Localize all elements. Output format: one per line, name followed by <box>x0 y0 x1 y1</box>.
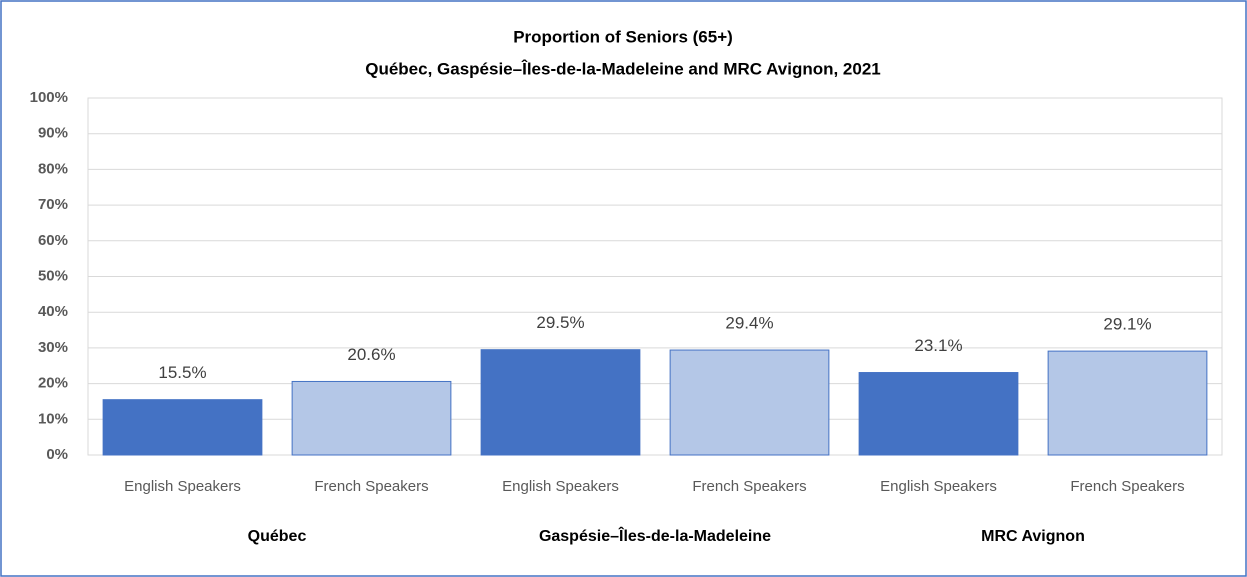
x-tick-label: French Speakers <box>1070 478 1184 495</box>
chart-title: Proportion of Seniors (65+) <box>513 27 733 46</box>
bar <box>1047 350 1208 456</box>
chart-subtitle: Québec, Gaspésie–Îles-de-la-Madeleine an… <box>365 59 881 78</box>
group-label: Québec <box>248 528 307 545</box>
y-tick-label: 40% <box>38 303 68 320</box>
value-label: 29.5% <box>536 313 584 332</box>
y-tick-label: 70% <box>38 196 68 213</box>
value-label: 29.1% <box>1103 315 1151 334</box>
value-label: 15.5% <box>158 363 206 382</box>
y-tick-label: 10% <box>38 410 68 427</box>
value-label: 23.1% <box>914 336 962 355</box>
bar <box>669 349 830 456</box>
group-label: MRC Avignon <box>981 528 1085 545</box>
plot-border <box>87 97 1223 456</box>
bar <box>480 349 641 456</box>
value-label: 29.4% <box>725 314 773 333</box>
bar <box>291 380 452 456</box>
group-label: Gaspésie–Îles-de-la-Madeleine <box>539 526 771 545</box>
y-tick-label: 50% <box>38 267 68 284</box>
y-tick-label: 20% <box>38 375 68 392</box>
x-tick-label: French Speakers <box>692 478 806 495</box>
y-tick-label: 100% <box>30 89 68 106</box>
x-tick-label: English Speakers <box>124 478 241 495</box>
y-tick-label: 60% <box>38 232 68 249</box>
y-tick-label: 0% <box>46 446 68 463</box>
x-tick-label: English Speakers <box>880 478 997 495</box>
x-tick-label: English Speakers <box>502 478 619 495</box>
y-tick-label: 90% <box>38 125 68 142</box>
bar <box>858 372 1019 456</box>
value-label: 20.6% <box>347 345 395 364</box>
x-tick-label: French Speakers <box>314 478 428 495</box>
y-tick-label: 80% <box>38 160 68 177</box>
y-tick-label: 30% <box>38 339 68 356</box>
bar <box>102 399 263 456</box>
